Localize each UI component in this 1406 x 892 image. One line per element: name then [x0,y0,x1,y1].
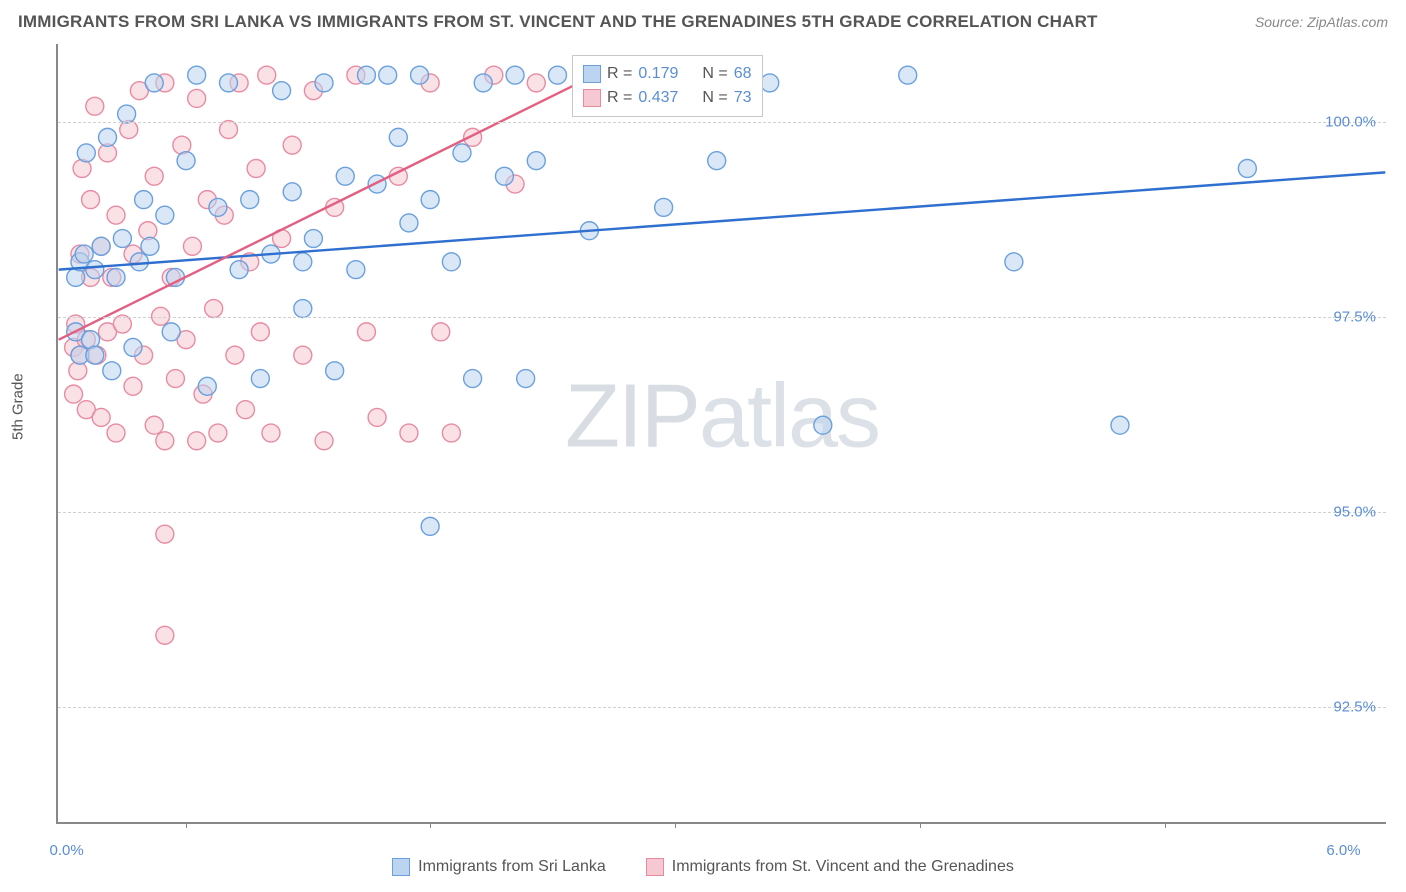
legend-label: Immigrants from Sri Lanka [418,858,606,876]
legend-item: Immigrants from St. Vincent and the Gren… [646,858,1014,876]
series-swatch [583,89,601,107]
stat-n-label: N = [702,86,727,110]
gridline [58,512,1386,513]
y-tick-label: 95.0% [1333,504,1376,521]
x-tick-label: 6.0% [1326,842,1360,859]
gridline [58,122,1386,123]
stat-n-value: 73 [734,86,752,110]
x-tick-mark [1165,822,1166,828]
series-swatch [583,65,601,83]
x-tick-label: 0.0% [50,842,84,859]
stat-r-value: 0.179 [638,62,678,86]
source-attribution: Source: ZipAtlas.com [1255,14,1388,30]
x-tick-mark [430,822,431,828]
chart-title: IMMIGRANTS FROM SRI LANKA VS IMMIGRANTS … [18,12,1098,32]
x-tick-mark [186,822,187,828]
stats-legend-box: R =0.179 N = 68 R =0.437 N = 73 [572,55,763,117]
plot-svg [58,44,1386,822]
bottom-legend: Immigrants from Sri Lanka Immigrants from… [0,858,1406,876]
legend-item: Immigrants from Sri Lanka [392,858,606,876]
gridline [58,317,1386,318]
stat-n-value: 68 [734,62,752,86]
legend-label: Immigrants from St. Vincent and the Gren… [672,858,1014,876]
stats-row: R =0.179 N = 68 [583,62,752,86]
stat-r-label: R = [607,62,632,86]
y-tick-label: 97.5% [1333,309,1376,326]
x-tick-mark [920,822,921,828]
stats-row: R =0.437 N = 73 [583,86,752,110]
series-swatch [392,858,410,876]
plot-area: ZIPatlas 92.5%95.0%97.5%100.0% [56,44,1386,824]
y-tick-label: 100.0% [1325,114,1376,131]
y-tick-label: 92.5% [1333,699,1376,716]
x-tick-mark [675,822,676,828]
stat-r-label: R = [607,86,632,110]
series-swatch [646,858,664,876]
stat-n-label: N = [702,62,727,86]
y-axis-label: 5th Grade [10,373,27,440]
gridline [58,707,1386,708]
stat-r-value: 0.437 [638,86,678,110]
